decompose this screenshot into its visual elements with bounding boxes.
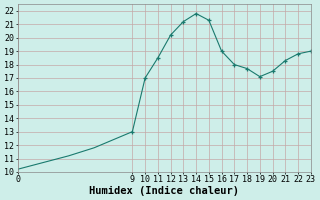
X-axis label: Humidex (Indice chaleur): Humidex (Indice chaleur) <box>89 186 239 196</box>
